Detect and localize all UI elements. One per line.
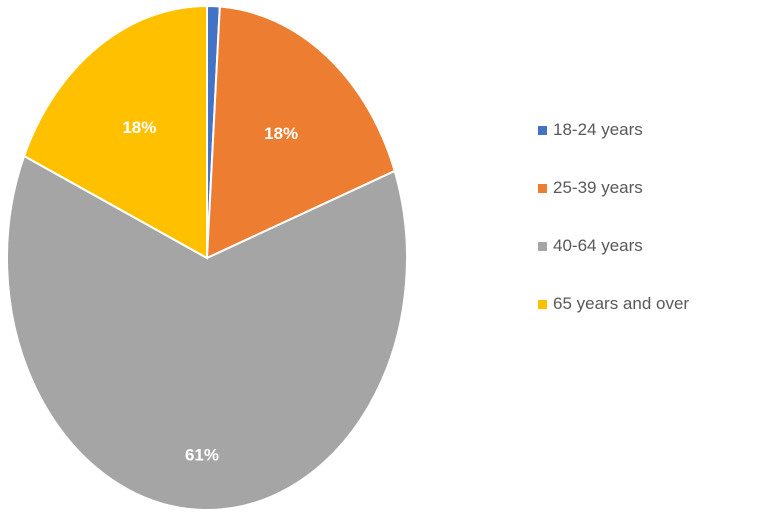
legend-label: 18-24 years	[553, 120, 643, 139]
pie-slices	[6, 4, 408, 511]
legend-label: 65 years and over	[553, 294, 690, 313]
slice-data-label: 18%	[264, 124, 298, 143]
legend-item-25-39: 25-39 years	[538, 174, 689, 202]
slice-labels: 18% 61% 18%	[122, 118, 298, 464]
legend-label: 25-39 years	[553, 178, 643, 197]
legend-label: 40-64 years	[553, 236, 643, 255]
legend-swatch	[538, 241, 547, 251]
legend-swatch	[538, 183, 547, 193]
slice-data-label: 18%	[122, 118, 156, 137]
pie-slice	[6, 154, 408, 511]
legend: 18-24 years 25-39 years 40-64 years 65 y…	[538, 116, 689, 348]
legend-item-65-over: 65 years and over	[538, 290, 689, 318]
legend-swatch	[538, 299, 547, 309]
slice-data-label: 61%	[185, 445, 219, 464]
pie-slice	[22, 4, 208, 260]
legend-item-40-64: 40-64 years	[538, 232, 689, 260]
pie-slice	[205, 5, 396, 260]
legend-item-18-24: 18-24 years	[538, 116, 689, 144]
legend-swatch	[538, 125, 547, 135]
